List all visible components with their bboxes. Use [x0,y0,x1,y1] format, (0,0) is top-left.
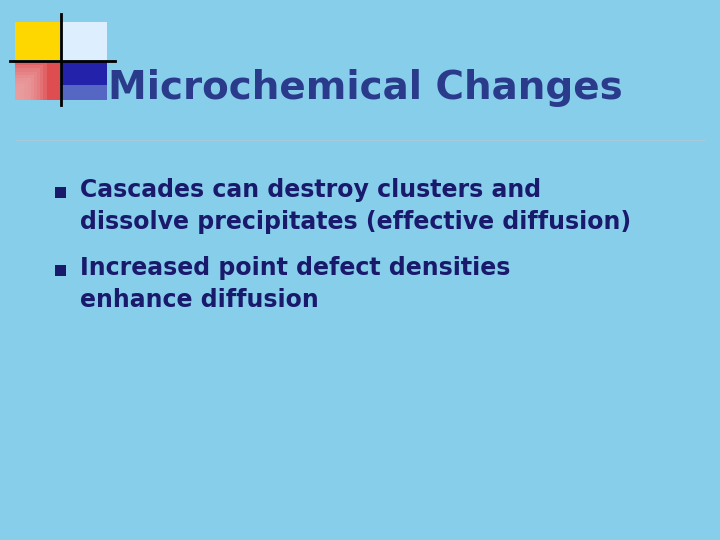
Bar [55,265,66,275]
Bar [15,75,34,100]
Text: Increased point defect densities: Increased point defect densities [80,256,510,280]
Bar [62,22,107,60]
Text: Microchemical Changes: Microchemical Changes [108,69,623,107]
Bar [15,71,37,100]
Bar [15,22,60,60]
Bar [15,62,60,100]
Bar [15,62,47,100]
Bar [55,186,66,198]
Bar [15,87,22,100]
Bar [15,65,43,100]
Text: Cascades can destroy clusters and: Cascades can destroy clusters and [80,178,541,202]
Bar [62,85,107,100]
Bar [15,84,24,100]
Bar [15,81,27,100]
Text: dissolve precipitates (effective diffusion): dissolve precipitates (effective diffusi… [80,210,631,234]
Bar [15,91,18,100]
Bar [62,62,107,100]
Text: enhance diffusion: enhance diffusion [80,288,319,312]
Bar [15,78,31,100]
Bar [15,69,40,100]
